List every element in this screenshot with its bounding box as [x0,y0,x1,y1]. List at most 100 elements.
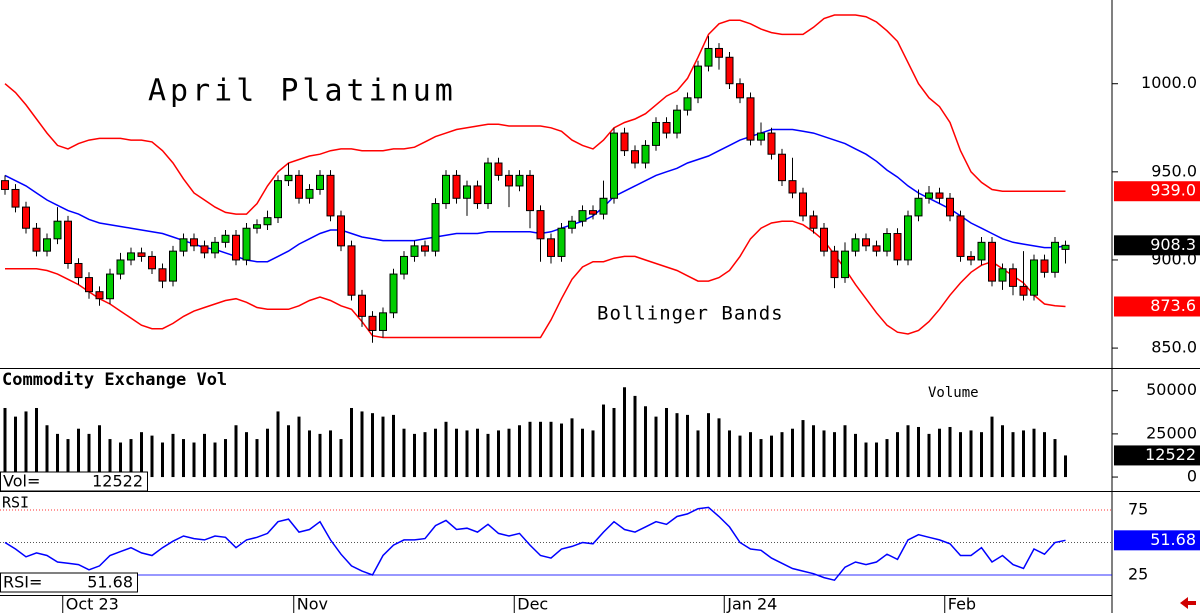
volume-bar [591,430,595,478]
value-box [1114,445,1200,466]
candle-body [704,47,713,67]
candle-body [442,174,450,205]
volume-bar [560,423,563,478]
volume-bar [854,433,857,478]
volume-bar [717,418,721,478]
candle-body [1019,285,1028,296]
readout-value: 12522 [92,472,143,491]
candle-body [179,238,188,252]
volume-bar [392,414,395,478]
candle-body [473,185,482,205]
candle-body [788,180,797,194]
volume-bar [864,442,868,478]
volume-bar [885,439,889,478]
candle-body [421,245,429,252]
candle-body [862,238,870,247]
candle-body [190,238,198,247]
candle-body [1040,259,1049,273]
volume-bar [707,413,710,478]
volume-bar [1001,425,1004,478]
candle-body [967,255,975,261]
readout-box [0,572,138,593]
volume-bar [990,416,994,478]
annotation: Bollinger Bands [597,303,784,325]
volume-bar [108,439,112,478]
volume-bar [360,411,364,478]
volume-bar [161,442,164,478]
candle-body [242,227,251,261]
candle-body [883,233,891,252]
candle-body [379,312,387,331]
value-box [1114,235,1200,256]
volume-bar [224,439,227,478]
candle-body [284,174,293,182]
volume-bar [287,425,290,478]
value-box [1114,181,1200,202]
volume-bar [822,430,826,478]
candle-body [221,234,230,243]
volume-bar [528,421,532,478]
volume-bar [497,430,500,478]
volume-bar [927,433,931,478]
x-tick-label: Jan 24 [726,595,777,613]
candle-body [683,97,692,111]
volume-bar [339,439,343,478]
candle-body [64,220,72,264]
volume-bar [308,430,311,478]
volume-bar [77,428,80,478]
candle-body [452,174,461,199]
candle-body [694,65,702,99]
candle-body [116,259,125,275]
volume-bar [297,416,301,478]
candle-body [830,250,839,279]
candle-body [326,174,335,217]
candle-body [904,215,912,261]
y-tick-label: 25000 [1146,423,1197,442]
candle-body [757,132,765,141]
rsi-line [4,506,1066,582]
volume-bar [455,428,458,478]
candle-body [32,227,41,252]
candle-body [11,188,20,208]
volume-bar [623,387,626,478]
candle-body [746,97,755,141]
volume-bar [917,426,920,478]
candle-body [494,162,503,176]
candle-body [337,215,345,247]
candle-body [998,268,1007,282]
volume-bar [896,432,899,478]
volume-bar [402,428,406,478]
volume-bar [413,433,416,478]
volume-bar [686,414,689,478]
volume-bar [318,433,322,478]
volume-bar [213,442,217,478]
candle-body [43,238,51,252]
value-box-label: 908.3 [1150,235,1196,254]
volume-bar [507,428,511,478]
nav-arrow-icon[interactable] [1180,597,1196,609]
band-line [4,14,1066,215]
volume-bar [1043,432,1046,478]
candle-body [316,174,324,190]
volume-bar [948,426,952,478]
candle-body [158,268,167,282]
x-tick-label: Dec [517,595,548,613]
volume-bar [150,435,154,478]
candle-body [599,197,608,215]
volume-bar [843,425,847,478]
candle-body [736,83,744,99]
volume-bar [350,407,353,478]
candle-body [631,150,639,164]
candle-body [526,174,534,212]
volume-bar [87,433,91,478]
candle-body [641,144,650,164]
candle-body [95,291,104,300]
volume-bar [938,428,941,478]
panel-title: RSI [2,494,29,512]
candle-body [589,210,597,215]
x-tick-label: Nov [297,595,328,613]
y-tick-label: 850.0 [1151,338,1197,357]
y-tick-label: 50000 [1146,380,1197,399]
volume-bar [654,416,658,478]
